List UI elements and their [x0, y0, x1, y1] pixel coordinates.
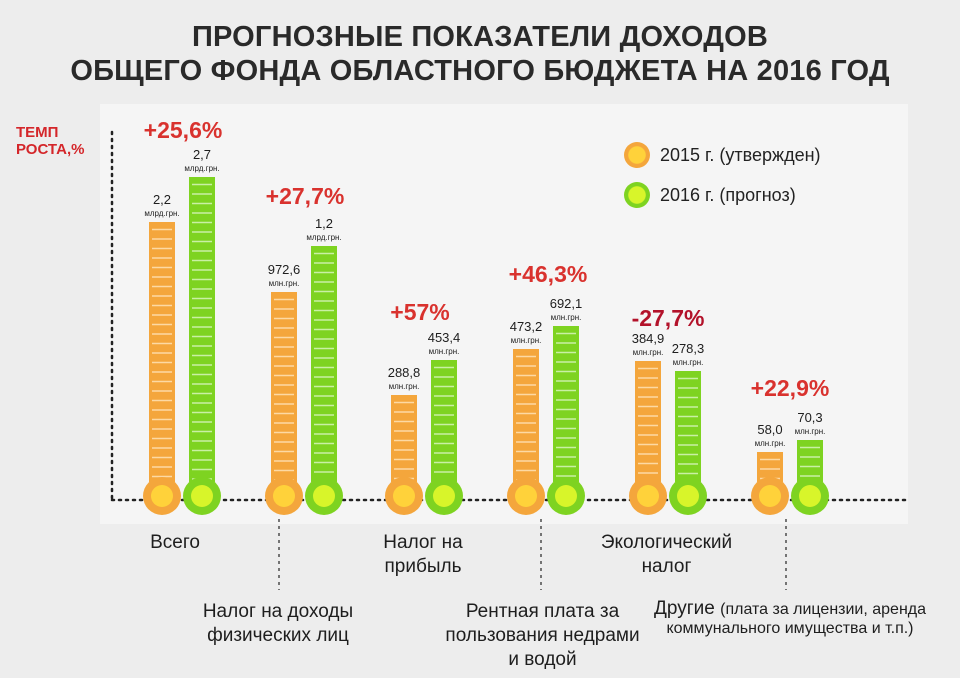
- growth-label-0: +25,6%: [144, 117, 223, 143]
- unit-label-0-2: млн.грн.: [389, 382, 420, 391]
- bar-bulb-core-1-3: [555, 485, 577, 507]
- growth-label-3: +46,3%: [509, 261, 588, 287]
- bar-0-1: [271, 292, 297, 482]
- unit-label-1-5: млн.грн.: [795, 427, 826, 436]
- value-label-1-0: 2,7: [193, 147, 211, 162]
- bar-bulb-core-1-1: [313, 485, 335, 507]
- bar-bulb-core-1-4: [677, 485, 699, 507]
- y-axis-label: ТЕМП РОСТА,%: [16, 124, 85, 158]
- value-label-0-0: 2,2: [153, 192, 171, 207]
- legend-item-2016: 2016 г. (прогноз): [624, 182, 796, 208]
- category-label-other: Другие (плата за лицензии, аренда коммун…: [650, 598, 930, 638]
- bar-bulb-core-0-5: [759, 485, 781, 507]
- bar-bulb-core-0-2: [393, 485, 415, 507]
- legend-item-2015: 2015 г. (утвержден): [624, 142, 821, 168]
- chart-title-line1: ПРОГНОЗНЫЕ ПОКАЗАТЕЛИ ДОХОДОВ: [191, 21, 769, 53]
- bar-0-2: [391, 395, 417, 482]
- category-label-total: Всего: [150, 532, 200, 553]
- legend-label-2015: 2015 г. (утвержден): [660, 144, 821, 165]
- bar-1-2: [431, 360, 457, 482]
- bar-bulb-core-1-0: [191, 485, 213, 507]
- legend-dot-orange-icon: [624, 142, 650, 168]
- bar-bulb-core-1-5: [799, 485, 821, 507]
- bar-1-1: [311, 246, 337, 482]
- value-label-1-3: 692,1: [550, 296, 583, 311]
- growth-label-1: +27,7%: [266, 183, 345, 209]
- unit-label-0-0: млрд.грн.: [144, 209, 179, 218]
- unit-label-0-5: млн.грн.: [755, 439, 786, 448]
- category-label-rent: Рентная плата за пользования недрами и в…: [445, 601, 640, 670]
- unit-label-1-1: млрд.грн.: [306, 233, 341, 242]
- bar-bulb-core-0-3: [515, 485, 537, 507]
- bar-bulb-core-1-2: [433, 485, 455, 507]
- chart-title-line2: ОБЩЕГО ФОНДА ОБЛАСТНОГО БЮДЖЕТА НА 2016 …: [70, 55, 890, 87]
- growth-label-2: +57%: [390, 299, 449, 325]
- bar-bulb-core-0-1: [273, 485, 295, 507]
- category-label-profit-tax: Налог на прибыль: [383, 532, 463, 577]
- unit-label-0-4: млн.грн.: [633, 348, 664, 357]
- value-label-0-1: 972,6: [268, 262, 301, 277]
- unit-label-1-0: млрд.грн.: [184, 164, 219, 173]
- value-label-1-2: 453,4: [428, 330, 461, 345]
- bar-bulb-core-0-0: [151, 485, 173, 507]
- value-label-1-1: 1,2: [315, 216, 333, 231]
- category-label-personal-income-tax: Налог на доходы физических лиц: [202, 601, 354, 646]
- unit-label-1-3: млн.грн.: [551, 313, 582, 322]
- value-label-0-2: 288,8: [388, 365, 421, 380]
- legend-dot-green-icon: [624, 182, 650, 208]
- unit-label-0-3: млн.грн.: [511, 336, 542, 345]
- unit-label-1-4: млн.грн.: [673, 358, 704, 367]
- unit-label-0-1: млн.грн.: [269, 279, 300, 288]
- value-label-1-5: 70,3: [797, 410, 822, 425]
- growth-label-4: -27,7%: [632, 305, 705, 331]
- bar-0-4: [635, 361, 661, 482]
- growth-label-5: +22,9%: [751, 375, 830, 401]
- category-label-other-name: Другие: [653, 598, 715, 619]
- legend-label-2016: 2016 г. (прогноз): [660, 184, 796, 205]
- unit-label-1-2: млн.грн.: [429, 347, 460, 356]
- value-label-0-4: 384,9: [632, 331, 665, 346]
- value-label-0-3: 473,2: [510, 319, 543, 334]
- bar-1-3: [553, 326, 579, 482]
- bar-bulb-core-0-4: [637, 485, 659, 507]
- value-label-0-5: 58,0: [757, 422, 782, 437]
- category-label-eco-tax: Экологический налог: [600, 532, 733, 577]
- bar-0-0: [149, 222, 175, 482]
- category-label-other-extra: (плата за лицензии, аренда коммунального…: [666, 601, 927, 637]
- value-label-1-4: 278,3: [672, 341, 705, 356]
- bar-0-3: [513, 349, 539, 482]
